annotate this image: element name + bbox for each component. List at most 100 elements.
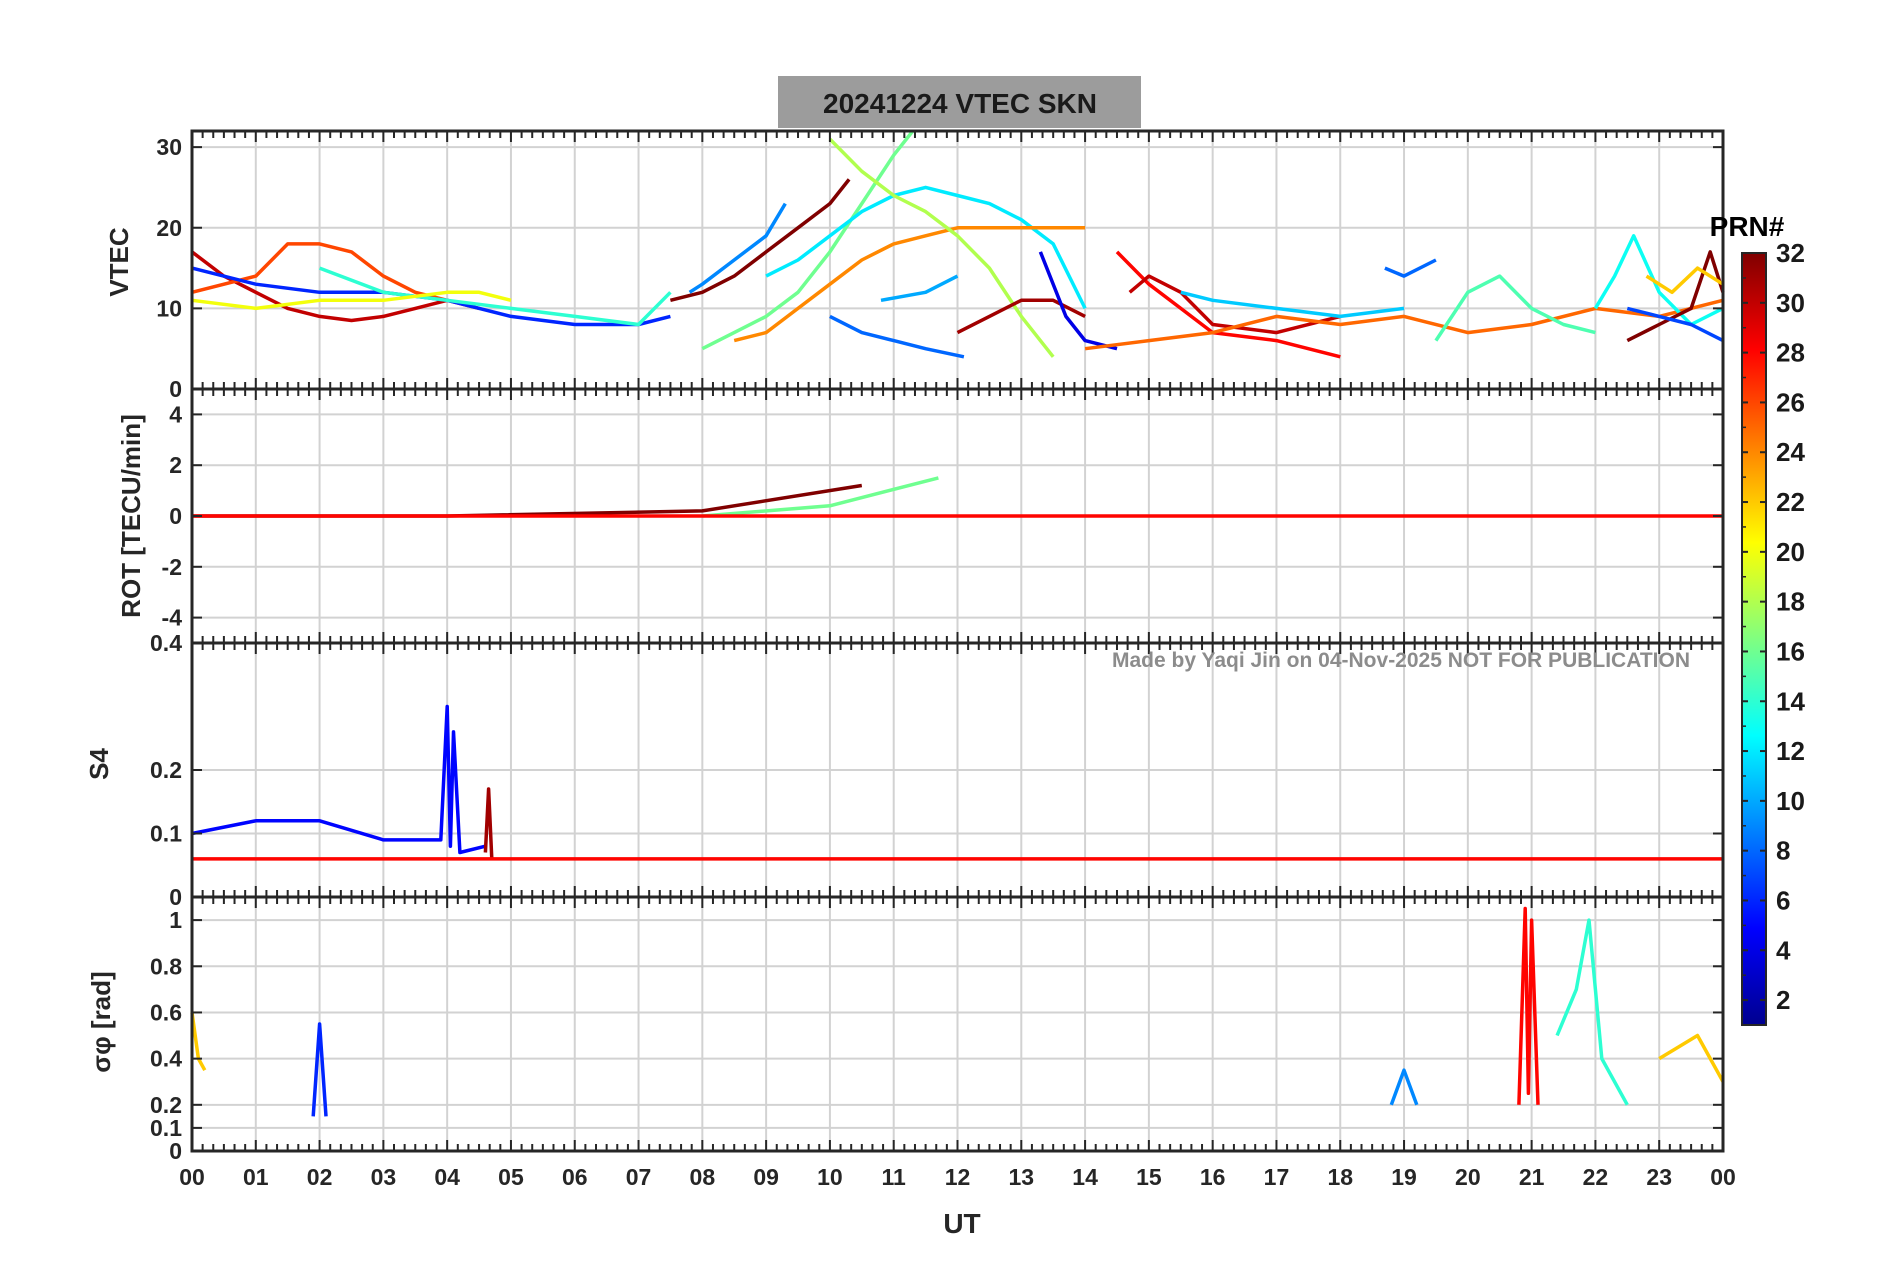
x-tick-label: 09 <box>753 1164 779 1190</box>
x-tick-label: 17 <box>1264 1164 1290 1190</box>
series-line-prn-32 <box>669 178 851 302</box>
y-tick-label: 20 <box>156 215 182 241</box>
s4-panel: 0 0.1 0.2 0.4 S4 <box>84 630 1725 910</box>
colorbar-tick-label: 8 <box>1776 836 1790 866</box>
y-axis-label: S4 <box>84 748 114 780</box>
x-tick-label: 18 <box>1327 1164 1353 1190</box>
y-tick-label: 0.4 <box>150 1046 182 1072</box>
series-line-prn-11 <box>1180 290 1405 319</box>
y-tick-label: 0.6 <box>150 999 182 1025</box>
series-line-prn-31 <box>956 298 1086 335</box>
colorbar-label: PRN# <box>1710 211 1785 242</box>
x-tick-label: 16 <box>1200 1164 1226 1190</box>
series-line-prn-4 <box>1038 251 1118 351</box>
y-tick-label: 0 <box>169 1138 182 1164</box>
y-tick-label: 2 <box>169 452 182 478</box>
x-tick-label: 06 <box>562 1164 588 1190</box>
series-line-prn-16 <box>701 129 915 351</box>
series-line-prn-20 <box>191 290 512 311</box>
x-tick-label: 19 <box>1391 1164 1417 1190</box>
series-line-prn-6 <box>311 1022 328 1117</box>
y-tick-label: 0.1 <box>150 821 182 847</box>
series-line-prn-9 <box>1389 1068 1419 1106</box>
x-tick-label: 00 <box>1710 1164 1736 1190</box>
x-tick-label: 02 <box>307 1164 333 1190</box>
y-tick-label: 0.8 <box>150 953 182 979</box>
series-line-prn-22 <box>1645 266 1724 295</box>
y-axis-label: σφ [rad] <box>86 971 116 1072</box>
series-line-prn-13 <box>1593 234 1724 327</box>
y-tick-label: 4 <box>169 401 182 427</box>
y-tick-label: 1 <box>169 907 182 933</box>
series-line-prn-8 <box>829 314 965 359</box>
colorbar-tick-label: 10 <box>1776 786 1805 816</box>
sigma-phi-panel: 00.10.2 0.4 0.6 0.8 1 σφ [rad] 00 01 02 03 04 05 06 0… <box>86 895 1736 1190</box>
series-line-prn-25 <box>1084 298 1724 351</box>
x-tick-label: 14 <box>1072 1164 1098 1190</box>
series-line-prn-7 <box>1626 306 1724 343</box>
colorbar-tick-label: 24 <box>1776 437 1805 467</box>
series-line-prn-14 <box>1555 918 1629 1106</box>
x-tick-label: 05 <box>498 1164 524 1190</box>
series-line-prn-18 <box>828 137 1055 358</box>
x-tick-label: 23 <box>1646 1164 1672 1190</box>
x-tick-label: 04 <box>434 1164 460 1190</box>
rot-panel: -4 -2 0 2 4 ROT [TECU/min] <box>116 387 1725 645</box>
x-tick-label: 08 <box>690 1164 716 1190</box>
series-line-prn-9 <box>688 202 787 294</box>
series-line-prn-32 <box>1626 250 1725 343</box>
x-tick-label: 20 <box>1455 1164 1481 1190</box>
series-line-prn-8 <box>1384 258 1437 278</box>
series-line-prn-16 <box>702 476 939 518</box>
colorbar-tick-label: 32 <box>1776 238 1805 268</box>
colorbar-tick-label: 18 <box>1776 587 1805 617</box>
y-tick-label: 0.2 <box>150 757 182 783</box>
x-tick-label: 22 <box>1583 1164 1609 1190</box>
series-line-prn-15 <box>1434 274 1596 342</box>
y-tick-label: 0 <box>169 376 182 402</box>
series-line-prn-28 <box>1517 906 1540 1105</box>
x-tick-label: 11 <box>882 1164 907 1190</box>
y-axis-label: ROT [TECU/min] <box>116 414 146 618</box>
x-axis-label: UT <box>943 1208 980 1239</box>
colorbar: PRN# 32 30 28 26 24 22 20 18 16 14 12 10 8 6 4 2 <box>1710 211 1805 1026</box>
colorbar-tick-label: 16 <box>1776 636 1805 666</box>
series-line-prn-30 <box>1128 274 1341 335</box>
x-tick-label: 12 <box>945 1164 971 1190</box>
y-tick-label: -4 <box>162 605 183 631</box>
colorbar-tick-label: 30 <box>1776 288 1805 318</box>
x-tick-label: 15 <box>1136 1164 1162 1190</box>
y-axis-label: VTEC <box>104 227 134 297</box>
colorbar-tick-label: 22 <box>1776 487 1805 517</box>
y-tick-label: 30 <box>156 134 182 160</box>
colorbar-tick-label: 26 <box>1776 387 1805 417</box>
colorbar-tick-label: 6 <box>1776 885 1790 915</box>
x-tick-label: 01 <box>243 1164 269 1190</box>
series-line-prn-24 <box>733 226 1086 343</box>
x-tick-label: 00 <box>179 1164 205 1190</box>
x-tick-label: 10 <box>817 1164 843 1190</box>
figure-title: 20241224 VTEC SKN <box>823 88 1097 119</box>
series-line-prn-5 <box>191 704 486 855</box>
vtec-panel: 0 10 20 30 VTEC <box>104 129 1725 402</box>
y-tick-label: 0 <box>169 503 182 529</box>
series-line-prn-10 <box>880 274 959 303</box>
x-tick-label: 21 <box>1519 1164 1545 1190</box>
y-tick-label: 0.2 <box>150 1092 182 1118</box>
y-tick-label: -2 <box>162 554 182 580</box>
y-tick-label: 0 <box>169 884 182 910</box>
series-line-prn-22 <box>1658 1033 1725 1083</box>
series-line-prn-14 <box>318 266 672 327</box>
colorbar-gradient <box>1741 252 1767 1026</box>
colorbar-tick-label: 20 <box>1776 537 1805 567</box>
colorbar-tick-label: 14 <box>1776 686 1805 716</box>
x-tick-label: 03 <box>371 1164 397 1190</box>
watermark: Made by Yaqi Jin on 04-Nov-2025 NOT FOR … <box>1112 649 1690 672</box>
colorbar-tick-label: 2 <box>1776 985 1790 1015</box>
y-tick-label: 10 <box>156 295 182 321</box>
y-tick-label: 0.4 <box>150 630 182 656</box>
title-box <box>778 76 1141 128</box>
colorbar-tick-label: 4 <box>1776 935 1791 965</box>
y-tick-label: 0.1 <box>150 1115 182 1141</box>
